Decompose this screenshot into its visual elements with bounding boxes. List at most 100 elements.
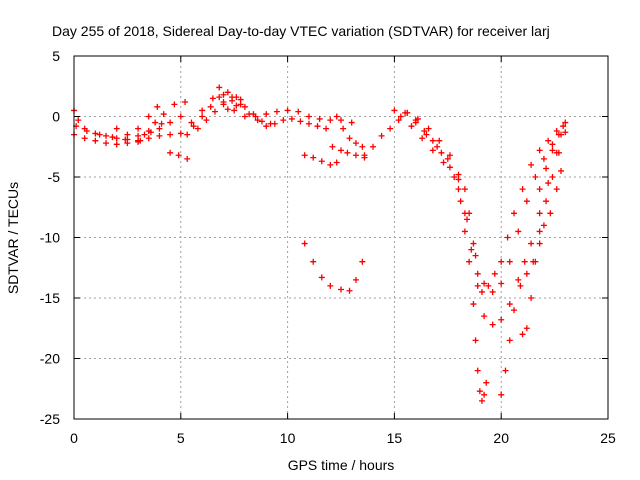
data-point: [124, 131, 131, 138]
data-point: [528, 240, 535, 247]
data-point: [75, 117, 82, 124]
data-point: [167, 131, 174, 138]
data-point: [301, 152, 308, 159]
data-point: [549, 174, 556, 180]
data-point: [532, 258, 539, 265]
data-point: [436, 137, 443, 144]
data-point: [233, 102, 240, 109]
data-point: [216, 84, 223, 91]
data-point: [188, 119, 195, 126]
data-point: [466, 258, 473, 265]
y-tick-label: -25: [40, 411, 60, 427]
x-tick-label: 10: [280, 430, 296, 446]
data-point: [333, 159, 340, 166]
data-point: [81, 135, 88, 142]
data-point: [329, 143, 336, 150]
data-point: [438, 149, 445, 156]
data-point: [263, 111, 270, 118]
data-point: [199, 107, 206, 114]
data-point: [515, 228, 522, 235]
data-point: [359, 143, 366, 150]
data-point: [177, 113, 184, 120]
data-point: [209, 95, 216, 102]
chart-title: Day 255 of 2018, Sidereal Day-to-day VTE…: [52, 23, 550, 39]
data-point: [167, 119, 174, 126]
data-point: [194, 125, 201, 132]
data-point: [502, 367, 509, 374]
data-point: [122, 136, 129, 143]
data-point: [519, 186, 526, 193]
y-tick-label: -10: [40, 230, 60, 246]
data-point: [135, 125, 142, 132]
data-point: [175, 152, 182, 159]
data-point: [474, 270, 481, 277]
data-point: [241, 103, 248, 110]
x-tick-label: 5: [177, 430, 185, 446]
data-point: [147, 129, 154, 136]
data-point: [288, 115, 295, 122]
data-point: [440, 159, 447, 166]
data-point: [498, 316, 505, 323]
data-point: [391, 107, 398, 114]
data-point: [404, 109, 411, 116]
data-point: [109, 134, 116, 141]
data-point: [536, 228, 543, 235]
data-point: [359, 258, 366, 265]
data-point: [323, 125, 330, 132]
data-point: [305, 120, 312, 127]
data-point: [474, 282, 481, 289]
data-point: [333, 113, 340, 120]
data-point: [474, 367, 481, 374]
data-point: [258, 118, 265, 125]
data-point: [220, 98, 227, 105]
data-point: [338, 286, 344, 293]
data-point: [103, 132, 110, 139]
data-point: [421, 128, 428, 135]
data-point: [481, 313, 488, 320]
data-point: [498, 391, 505, 398]
data-point: [297, 118, 304, 125]
data-point: [489, 321, 496, 328]
data-point: [545, 137, 552, 144]
data-point: [558, 167, 565, 174]
data-point: [352, 140, 359, 147]
data-point: [241, 113, 248, 120]
x-tick-label: 25: [600, 430, 616, 446]
data-point: [145, 113, 152, 120]
data-point: [352, 152, 359, 159]
data-point: [156, 125, 163, 132]
data-point: [310, 154, 317, 161]
data-point: [327, 161, 334, 168]
data-point: [156, 132, 163, 139]
data-point: [555, 149, 562, 156]
data-point: [547, 210, 554, 217]
data-point: [246, 111, 253, 118]
data-point: [348, 119, 355, 126]
data-series: [71, 84, 569, 404]
data-point: [96, 131, 103, 138]
data-point: [485, 282, 492, 289]
data-point: [553, 128, 560, 135]
data-point: [152, 119, 159, 126]
data-point: [167, 149, 174, 156]
data-point: [523, 270, 530, 277]
data-point: [395, 117, 402, 124]
data-point: [491, 270, 498, 277]
data-point: [184, 155, 191, 162]
data-point: [412, 117, 419, 124]
data-point: [92, 137, 99, 144]
data-point: [224, 106, 231, 113]
data-point: [429, 137, 436, 144]
data-point: [470, 301, 477, 308]
data-point: [273, 108, 280, 115]
data-point: [316, 115, 323, 122]
data-point: [280, 117, 287, 124]
data-point: [549, 141, 556, 148]
data-point: [562, 119, 569, 126]
data-point: [498, 280, 505, 287]
data-point: [555, 131, 562, 138]
data-point: [540, 222, 547, 229]
data-point: [549, 147, 556, 154]
data-point: [489, 288, 496, 295]
